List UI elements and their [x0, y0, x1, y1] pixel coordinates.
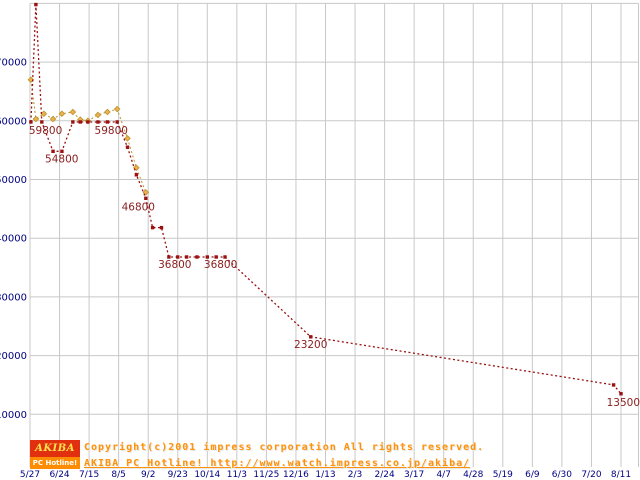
- price-point-label: 36800: [158, 259, 191, 271]
- x-axis-date-label: 6/30: [552, 470, 572, 480]
- x-axis-date-label: 7/20: [581, 470, 601, 480]
- marker-square-lowest-price: [167, 255, 171, 259]
- x-axis-date-label: 1/13: [315, 470, 335, 480]
- marker-square-lowest-price: [78, 120, 82, 124]
- x-axis-date-label: 4/7: [436, 470, 450, 480]
- price-point-label: 13500: [607, 397, 640, 409]
- marker-square-lowest-price: [96, 120, 100, 124]
- x-axis-date-label: 6/24: [49, 470, 69, 480]
- x-axis-date-label: 11/25: [253, 470, 279, 480]
- price-point-label: 59800: [95, 125, 128, 137]
- x-axis-date-label: 4/28: [463, 470, 483, 480]
- marker-square-lowest-price: [115, 120, 119, 124]
- marker-square-lowest-price: [184, 255, 189, 259]
- x-axis-date-label: 8/11: [611, 470, 631, 480]
- marker-square-lowest-price: [159, 225, 164, 230]
- x-axis-date-label: 9/23: [168, 470, 188, 480]
- marker-square-lowest-price: [86, 120, 90, 124]
- marker-diamond-average-price: [113, 105, 121, 113]
- site-url-text: AKIBA PC Hotline! http://www.watch.impre…: [84, 458, 471, 469]
- x-axis-date-label: 2/24: [374, 470, 394, 480]
- marker-diamond-average-price: [40, 110, 48, 118]
- marker-diamond-average-price: [142, 189, 150, 196]
- marker-square-lowest-price: [150, 225, 155, 230]
- x-axis-date-label: 2/3: [348, 470, 362, 480]
- marker-square-lowest-price: [60, 149, 64, 154]
- marker-diamond-average-price: [49, 115, 57, 123]
- x-axis-date-label: 10/14: [194, 470, 220, 480]
- x-axis-date-label: 5/19: [493, 470, 513, 480]
- marker-diamond-average-price: [124, 135, 131, 142]
- marker-diamond-average-price: [104, 108, 111, 116]
- price-point-label: 46800: [122, 201, 155, 213]
- marker-square-lowest-price: [176, 255, 180, 259]
- watermark: AKIBA PC Hotline! Copyright(c)2001 impre…: [30, 440, 484, 471]
- y-axis-tick-label: 30000: [0, 292, 27, 303]
- marker-square-lowest-price: [611, 383, 616, 387]
- marker-square-lowest-price: [51, 149, 55, 154]
- x-axis-date-label: 8/5: [111, 470, 125, 480]
- x-axis-date-label: 6/9: [525, 470, 540, 480]
- series-line-lowest-price: [30, 4, 622, 395]
- y-axis-tick-label: 50000: [0, 175, 27, 186]
- y-axis-tick-label: 40000: [0, 234, 27, 245]
- marker-diamond-average-price: [69, 108, 77, 116]
- logo-pc-hotline-text: PC Hotline!: [30, 457, 80, 469]
- y-axis-tick-label: 70000: [0, 58, 27, 69]
- x-axis-date-label: 11/3: [227, 470, 247, 480]
- marker-square-lowest-price: [144, 196, 148, 200]
- price-point-label: 59800: [29, 125, 62, 137]
- x-axis-date-label: 3/17: [404, 470, 424, 480]
- marker-square-lowest-price: [125, 145, 130, 149]
- akiba-pc-hotline-logo: AKIBA PC Hotline!: [30, 440, 80, 469]
- marker-square-lowest-price: [134, 173, 139, 177]
- x-axis-date-label: 9/2: [141, 470, 155, 480]
- marker-square-lowest-price: [195, 255, 199, 259]
- marker-square-lowest-price: [29, 120, 33, 124]
- price-point-label: 36800: [204, 259, 237, 271]
- x-axis-date-label: 12/16: [283, 470, 309, 480]
- price-point-label: 23200: [294, 339, 327, 351]
- marker-square-lowest-price: [71, 120, 75, 124]
- marker-square-lowest-price: [205, 255, 209, 259]
- marker-square-lowest-price: [619, 392, 623, 396]
- watermark-text-block: Copyright(c)2001 impress corporation All…: [84, 440, 484, 471]
- marker-square-lowest-price: [214, 255, 218, 259]
- marker-diamond-average-price: [94, 111, 102, 119]
- marker-square-lowest-price: [40, 120, 44, 124]
- y-axis-tick-label: 60000: [0, 116, 27, 127]
- marker-diamond-average-price: [32, 115, 40, 123]
- y-axis-tick-label: 20000: [0, 351, 27, 362]
- x-axis-date-label: 7/15: [79, 470, 99, 480]
- marker-square-lowest-price: [309, 335, 313, 339]
- copyright-text: Copyright(c)2001 impress corporation All…: [84, 442, 485, 453]
- marker-square-lowest-price: [223, 255, 227, 259]
- price-point-label: 54800: [45, 153, 78, 165]
- x-axis-date-label: 5/27: [20, 470, 40, 480]
- marker-square-lowest-price: [105, 120, 110, 124]
- logo-akiba-text: AKIBA: [30, 440, 80, 457]
- marker-diamond-average-price: [58, 110, 66, 118]
- marker-square-lowest-price: [34, 2, 38, 7]
